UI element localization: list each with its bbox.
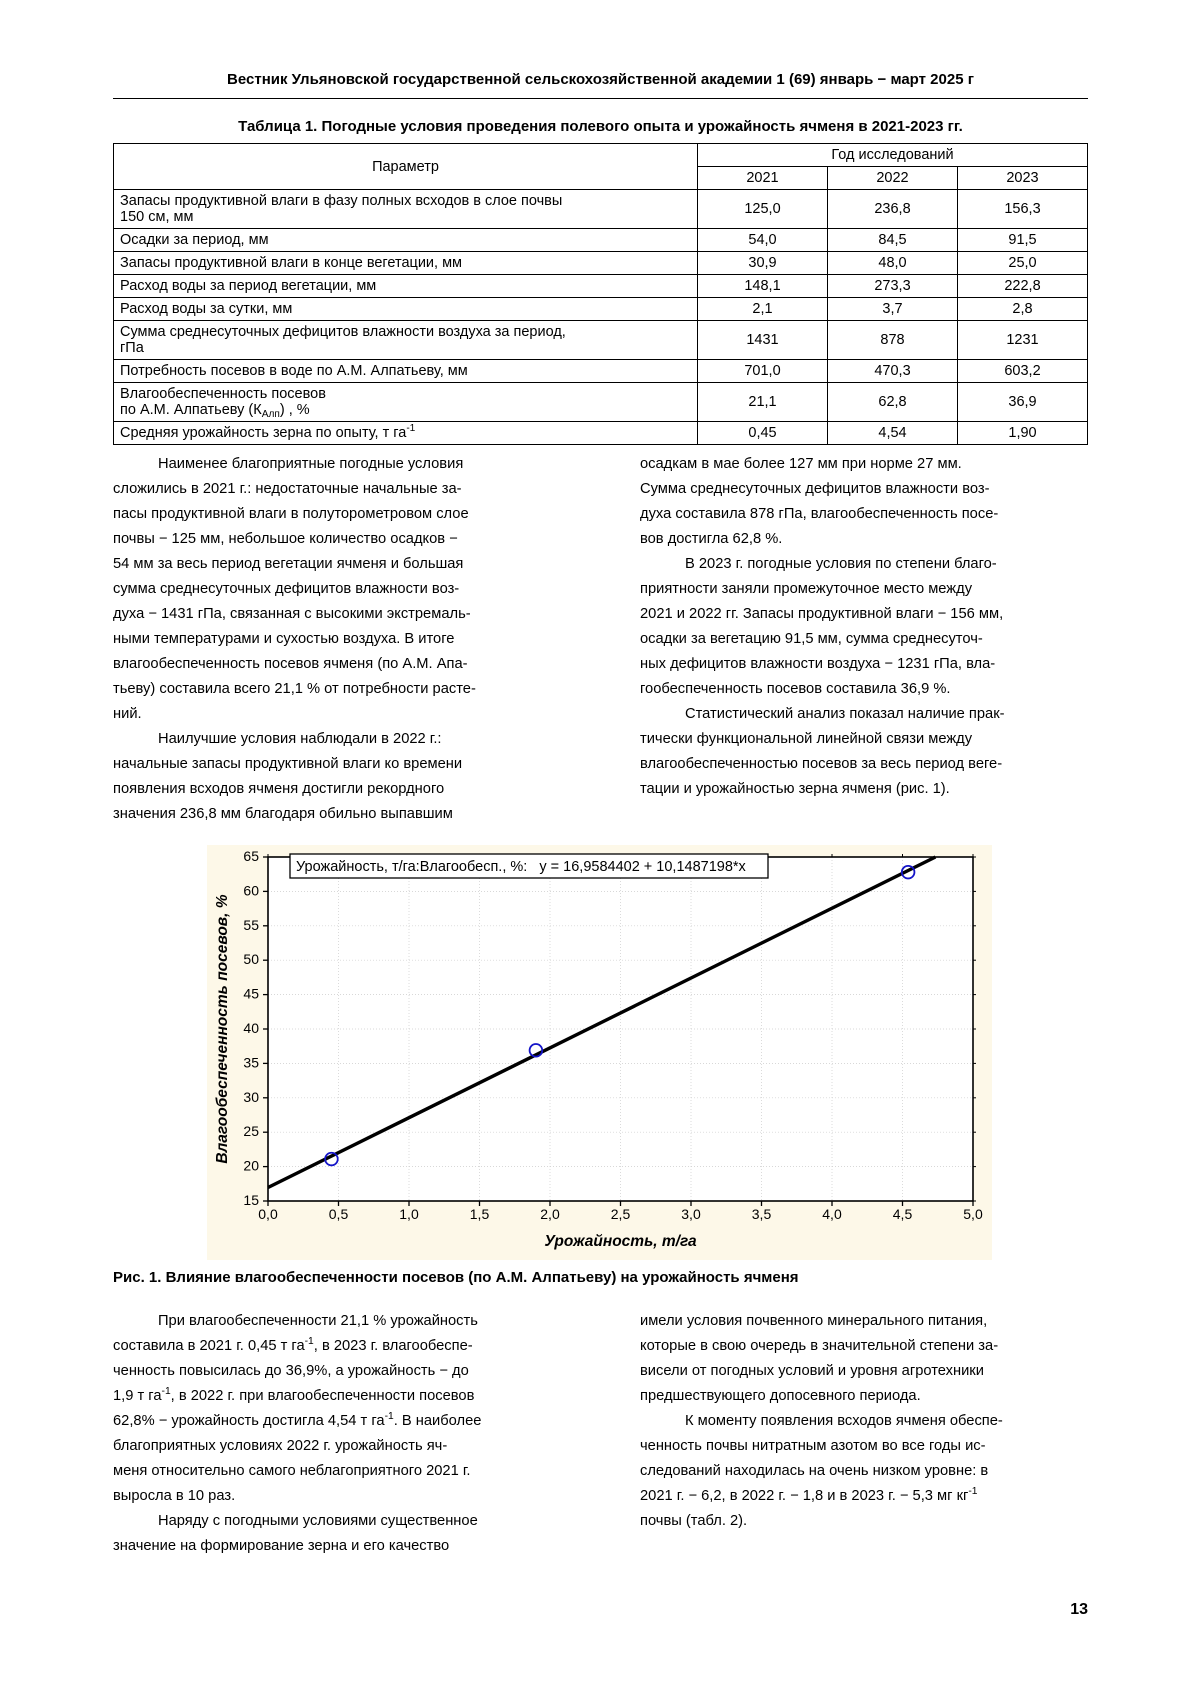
svg-text:3,0: 3,0 xyxy=(681,1206,701,1222)
svg-text:20: 20 xyxy=(243,1158,259,1174)
svg-text:0,5: 0,5 xyxy=(329,1206,349,1222)
svg-text:55: 55 xyxy=(243,917,259,933)
svg-text:35: 35 xyxy=(243,1054,259,1070)
svg-text:5,0: 5,0 xyxy=(963,1206,983,1222)
svg-text:Влагообеспеченность посевов, %: Влагообеспеченность посевов, % xyxy=(214,894,231,1163)
svg-text:15: 15 xyxy=(243,1192,259,1208)
svg-text:2,5: 2,5 xyxy=(611,1206,631,1222)
svg-text:Урожайность, т/га:Влагообесп.,: Урожайность, т/га:Влагообесп., %: y = 16… xyxy=(296,859,747,875)
svg-text:1,5: 1,5 xyxy=(470,1206,490,1222)
svg-text:65: 65 xyxy=(243,848,259,864)
svg-text:1,0: 1,0 xyxy=(399,1206,419,1222)
svg-text:4,0: 4,0 xyxy=(822,1206,842,1222)
svg-text:4,5: 4,5 xyxy=(893,1206,913,1222)
svg-text:40: 40 xyxy=(243,1020,259,1036)
svg-text:60: 60 xyxy=(243,882,259,898)
svg-text:3,5: 3,5 xyxy=(752,1206,772,1222)
svg-text:2,0: 2,0 xyxy=(540,1206,560,1222)
svg-text:50: 50 xyxy=(243,951,259,967)
svg-text:Урожайность, т/га: Урожайность, т/га xyxy=(544,1233,697,1250)
svg-text:25: 25 xyxy=(243,1123,259,1139)
svg-text:45: 45 xyxy=(243,986,259,1002)
svg-text:0,0: 0,0 xyxy=(258,1206,278,1222)
svg-text:30: 30 xyxy=(243,1089,259,1105)
